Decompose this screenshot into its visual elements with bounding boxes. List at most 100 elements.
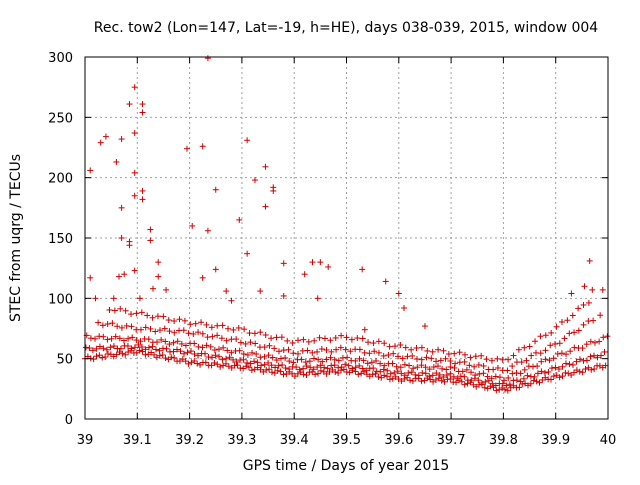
- data-point-track-3: [290, 359, 297, 366]
- data-point: [131, 169, 138, 176]
- data-point-track-2: [272, 364, 279, 371]
- data-point-track-1: [156, 352, 163, 359]
- data-point-track-2: [107, 344, 114, 351]
- data-point-track-3: [195, 343, 202, 350]
- data-point: [236, 216, 243, 223]
- data-point-track-4: [233, 336, 240, 343]
- data-point-track-3: [228, 349, 235, 356]
- data-point: [87, 274, 94, 281]
- data-point-track-3: [410, 365, 417, 372]
- x-tick-label: 39.1: [123, 433, 152, 448]
- data-point: [136, 295, 143, 302]
- data-point-track-2: [576, 356, 583, 363]
- data-point-track-5: [176, 316, 183, 323]
- data-point-track-2: [489, 380, 496, 387]
- x-tick-label: 39.6: [384, 433, 413, 448]
- data-point-track-2: [251, 358, 258, 365]
- data-point-track-2: [338, 364, 345, 371]
- data-point-track-5: [575, 305, 582, 312]
- data-point-track-5: [181, 317, 188, 324]
- data-point-track-2: [314, 364, 321, 371]
- data-point-track-1: [504, 387, 511, 394]
- data-point-track-4: [375, 349, 382, 356]
- data-point-track-5: [144, 312, 151, 319]
- data-point-track-4: [104, 321, 111, 328]
- data-point-track-1: [516, 384, 523, 391]
- x-tick-label: 39.4: [280, 433, 309, 448]
- data-point-track-2: [279, 361, 286, 368]
- data-point-track-3: [108, 335, 115, 342]
- data-point-track-3: [240, 350, 247, 357]
- data-point-track-3: [381, 362, 388, 369]
- data-point-track-3: [509, 370, 516, 377]
- data-point-track-3: [87, 335, 94, 342]
- data-point-track-1: [243, 363, 250, 370]
- data-point-track-3: [484, 373, 491, 380]
- data-point-track-3: [591, 339, 598, 346]
- data-point-track-2: [195, 352, 202, 359]
- data-point-track-3: [567, 348, 574, 355]
- data-point-track-3: [563, 351, 570, 358]
- data-point-track-4: [494, 364, 501, 371]
- data-point: [270, 187, 277, 194]
- data-point-track-2: [230, 356, 237, 363]
- data-point-track-2: [184, 349, 191, 356]
- data-point-track-1: [588, 366, 595, 373]
- data-point-track-3: [116, 335, 123, 342]
- data-point-track-1: [501, 386, 508, 393]
- data-point-track-3: [604, 333, 611, 340]
- data-point-track-3: [451, 364, 458, 371]
- data-point-track-3: [401, 361, 408, 368]
- data-point-track-3: [100, 333, 107, 340]
- data-point-track-3: [323, 356, 330, 363]
- data-point-track-1: [214, 361, 221, 368]
- data-point: [262, 203, 269, 210]
- data-point: [361, 326, 368, 333]
- data-point-track-5: [510, 352, 517, 359]
- data-point-track-2: [349, 365, 356, 372]
- data-point-track-3: [282, 354, 289, 361]
- data-point-track-4: [152, 328, 159, 335]
- data-point-track-3: [277, 355, 284, 362]
- data-point-track-3: [269, 354, 276, 361]
- data-point-track-3: [447, 363, 454, 370]
- data-point-track-5: [300, 336, 307, 343]
- data-point-track-5: [332, 334, 339, 341]
- data-point-track-5: [311, 337, 318, 344]
- data-point-track-2: [356, 362, 363, 369]
- data-point-track-2: [286, 366, 293, 373]
- data-point-track-3: [550, 355, 557, 362]
- data-point-track-5: [198, 319, 205, 326]
- x-tick-label: 40: [600, 433, 617, 448]
- data-point-track-5: [505, 356, 512, 363]
- data-point-track-1: [263, 366, 270, 373]
- data-point: [212, 186, 219, 193]
- data-point: [131, 192, 138, 199]
- data-point-track-4: [504, 367, 511, 374]
- data-point: [131, 267, 138, 274]
- data-point-track-2: [499, 380, 506, 387]
- data-point-track-4: [385, 352, 392, 359]
- data-point-track-1: [191, 357, 198, 364]
- data-point-track-5: [128, 311, 135, 318]
- data-point: [139, 101, 146, 108]
- data-point-track-5: [241, 326, 248, 333]
- data-point: [131, 84, 138, 91]
- data-point-track-4: [523, 357, 530, 364]
- data-point-track-3: [92, 335, 99, 342]
- data-point-track-3: [199, 344, 206, 351]
- data-point-track-1: [202, 359, 209, 366]
- data-point-track-3: [203, 342, 210, 349]
- data-point-track-3: [530, 363, 537, 370]
- data-point-track-2: [548, 365, 555, 372]
- y-tick-label: 100: [48, 292, 73, 307]
- data-point-track-4: [466, 362, 473, 369]
- data-point-track-2: [440, 374, 447, 381]
- data-point-track-3: [501, 377, 508, 384]
- data-point-track-3: [331, 356, 338, 363]
- data-point-track-2: [261, 361, 268, 368]
- data-point-track-5: [359, 335, 366, 342]
- data-point-track-4: [571, 329, 578, 336]
- data-point-track-1: [582, 366, 589, 373]
